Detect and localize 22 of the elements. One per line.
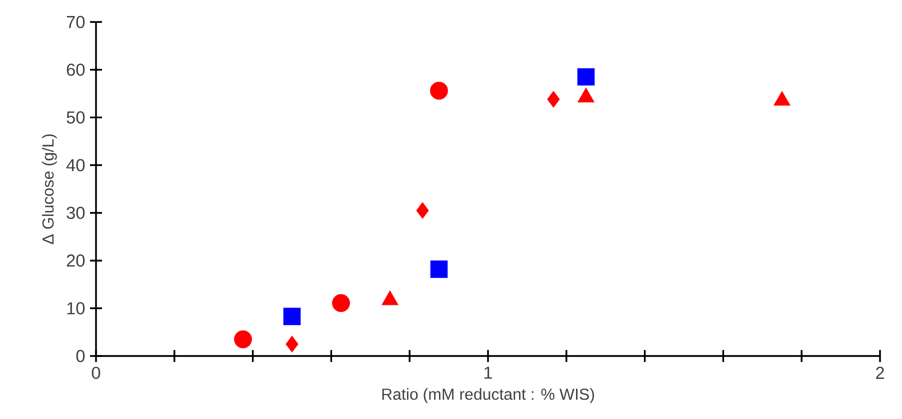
y-tick-label: 40 — [66, 159, 85, 172]
point — [234, 330, 252, 348]
point — [430, 82, 448, 100]
point — [332, 294, 350, 312]
y-tick-label: 60 — [66, 64, 85, 76]
x-tick-label: 0 — [92, 366, 100, 379]
y-tick-label: 50 — [66, 111, 85, 124]
y-axis-title: Δ Glucose (g/L) — [42, 134, 57, 244]
y-tick-label: 0 — [76, 350, 85, 362]
y-tick-label: 70 — [66, 16, 85, 28]
point — [416, 202, 429, 219]
point — [547, 91, 560, 108]
x-tick-label: 1 — [484, 366, 492, 379]
y-tick-label: 20 — [66, 254, 85, 267]
y-tick-label: 10 — [67, 302, 85, 314]
point — [283, 308, 301, 326]
point — [286, 336, 298, 352]
x-tick-label: 2 — [876, 366, 884, 379]
x-axis-title: Ratio (mM reductant : % WIS) — [382, 388, 594, 404]
point — [577, 68, 595, 86]
y-tick-label: 30 — [66, 206, 85, 219]
point — [430, 260, 448, 278]
